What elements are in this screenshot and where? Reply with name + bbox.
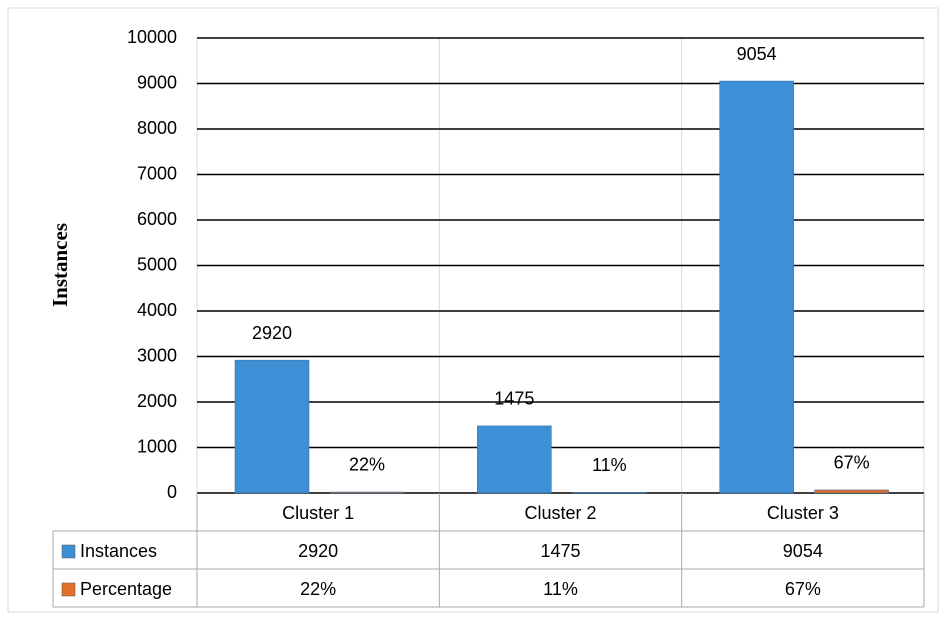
- data-label: 22%: [349, 455, 385, 475]
- table-cell: 9054: [783, 541, 823, 561]
- y-tick-label: 7000: [137, 163, 177, 183]
- y-tick-label: 4000: [137, 300, 177, 320]
- data-label: 67%: [834, 453, 870, 473]
- x-tick-label: Cluster 2: [524, 503, 596, 523]
- table-cell: 2920: [298, 541, 338, 561]
- table-cell: 22%: [300, 579, 336, 599]
- x-tick-label: Cluster 1: [282, 503, 354, 523]
- chart-border: [7, 7, 939, 613]
- data-label: 9054: [737, 44, 777, 64]
- y-axis-label: Instances: [48, 223, 72, 307]
- data-label: 11%: [592, 455, 627, 475]
- y-tick-label: 10000: [127, 27, 177, 47]
- bar: [719, 80, 794, 494]
- table-cell: 1475: [540, 541, 580, 561]
- bar: [234, 359, 310, 494]
- y-tick-label: 6000: [137, 209, 177, 229]
- legend-label: Percentage: [80, 579, 172, 599]
- data-label: 2920: [252, 323, 292, 343]
- legend-label: Instances: [80, 541, 157, 561]
- table-cell: 67%: [785, 579, 821, 599]
- x-tick-label: Cluster 3: [767, 503, 839, 523]
- bar: [477, 425, 552, 494]
- y-tick-label: 2000: [137, 391, 177, 411]
- y-tick-label: 8000: [137, 118, 177, 138]
- y-tick-label: 5000: [137, 254, 177, 274]
- y-tick-label: 1000: [137, 436, 177, 456]
- data-label: 1475: [494, 389, 534, 409]
- bar: [572, 492, 647, 494]
- y-tick-label: 9000: [137, 72, 177, 92]
- legend-key: [61, 582, 76, 597]
- y-tick-label: 3000: [137, 345, 177, 365]
- y-tick-label: 0: [167, 482, 177, 502]
- table-cell: 11%: [543, 579, 578, 599]
- legend-key: [61, 544, 76, 559]
- bar: [329, 491, 405, 494]
- bar: [814, 489, 889, 494]
